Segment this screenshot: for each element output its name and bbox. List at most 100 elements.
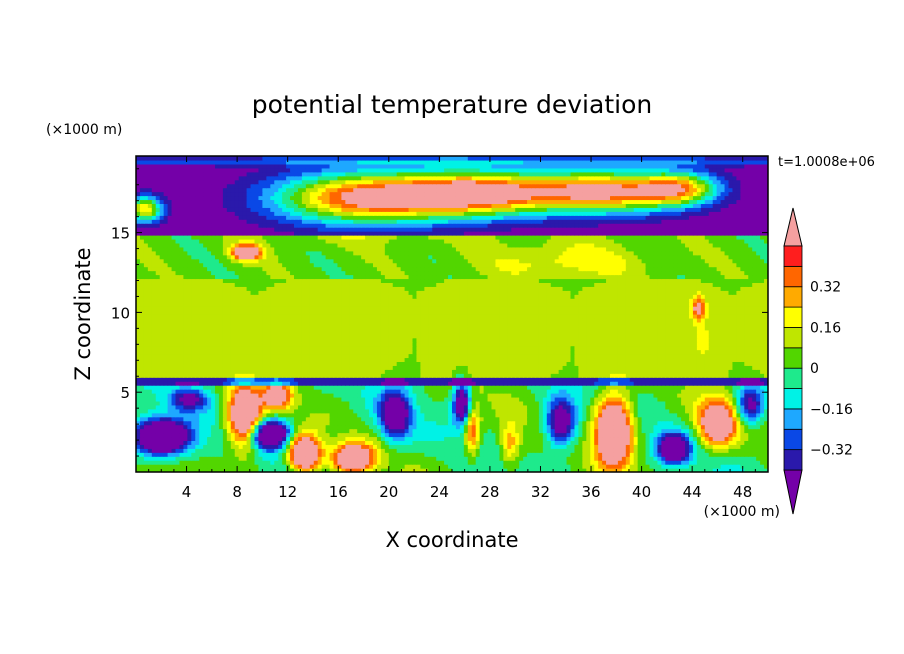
field-cell	[412, 452, 418, 457]
field-cell	[594, 444, 599, 449]
field-cell	[503, 448, 508, 453]
field-cell	[207, 444, 212, 449]
field-cell	[432, 440, 437, 445]
field-cell	[546, 408, 552, 414]
field-cell	[139, 400, 145, 406]
field-cell	[610, 460, 615, 465]
field-cell	[167, 349, 173, 355]
field-cell	[207, 460, 212, 465]
field-cell	[606, 393, 611, 398]
field-cell	[534, 393, 540, 398]
field-cell	[258, 393, 263, 398]
field-cell	[463, 424, 469, 430]
field-cell	[523, 369, 528, 374]
field-cell	[436, 393, 441, 398]
field-cell	[199, 349, 204, 355]
field-cell	[704, 464, 710, 469]
field-cell	[546, 393, 552, 398]
field-cell	[546, 357, 552, 362]
field-cell	[428, 393, 433, 398]
field-cell	[610, 464, 615, 469]
field-cell	[432, 432, 437, 438]
field-cell	[392, 349, 398, 355]
field-cell	[665, 432, 670, 438]
field-cell	[345, 353, 350, 359]
field-cell	[444, 361, 449, 366]
field-cell	[147, 385, 153, 390]
field-cell	[136, 396, 141, 402]
field-cell	[183, 365, 188, 370]
field-cell	[554, 424, 560, 430]
field-cell	[744, 452, 749, 457]
field-cell	[317, 424, 323, 430]
field-cell	[578, 432, 583, 438]
field-cell	[641, 389, 647, 394]
field-cell	[712, 460, 718, 465]
field-cell	[404, 393, 410, 398]
field-cell	[349, 420, 354, 426]
field-cell	[495, 357, 500, 362]
field-cell	[349, 452, 354, 457]
field-cell	[716, 377, 722, 382]
field-cell	[554, 400, 560, 406]
field-cell	[175, 353, 181, 359]
field-cell	[294, 393, 299, 398]
field-cell	[491, 440, 497, 445]
field-cell	[649, 385, 655, 390]
field-cell	[590, 468, 595, 472]
field-cell	[301, 365, 307, 370]
field-cell	[665, 424, 670, 430]
field-cell	[546, 396, 552, 402]
field-cell	[613, 428, 619, 434]
field-cell	[436, 452, 441, 457]
field-cell	[424, 381, 429, 386]
field-cell	[325, 428, 331, 434]
field-cell	[503, 404, 508, 410]
field-cell	[432, 365, 437, 370]
field-cell	[412, 440, 418, 445]
field-cell	[756, 377, 761, 382]
field-cell	[566, 448, 572, 453]
field-cell	[412, 432, 418, 438]
field-cell	[633, 357, 639, 362]
field-cell	[321, 440, 327, 445]
field-cell	[546, 432, 552, 438]
field-cell	[657, 448, 662, 453]
field-cell	[716, 448, 722, 453]
field-cell	[645, 357, 651, 362]
field-cell	[155, 400, 161, 406]
field-cell	[744, 400, 749, 406]
field-cell	[270, 385, 275, 390]
field-cell	[211, 385, 216, 390]
field-cell	[341, 460, 346, 465]
field-cell	[440, 369, 445, 374]
field-cell	[412, 393, 418, 398]
field-cell	[408, 353, 414, 359]
field-cell	[183, 381, 188, 386]
field-cell	[365, 408, 370, 414]
field-cell	[538, 412, 544, 418]
field-cell	[207, 381, 212, 386]
field-cell	[404, 440, 410, 445]
field-cell	[333, 420, 339, 426]
field-cell	[238, 416, 244, 422]
field-cell	[171, 357, 177, 362]
field-cell	[416, 428, 421, 434]
field-cell	[665, 464, 670, 469]
field-cell	[380, 353, 386, 359]
field-cell	[274, 440, 279, 445]
field-cell	[218, 396, 224, 402]
field-cell	[483, 381, 489, 386]
field-cell	[337, 460, 342, 465]
field-cell	[629, 424, 635, 430]
field-cell	[649, 440, 655, 445]
field-cell	[444, 444, 449, 449]
field-cell	[629, 408, 635, 414]
field-cell	[183, 444, 188, 449]
field-cell	[262, 345, 267, 351]
field-cell	[143, 404, 149, 410]
field-cell	[606, 456, 611, 461]
field-cell	[716, 404, 722, 410]
field-cell	[677, 377, 682, 382]
field-cell	[404, 468, 410, 472]
